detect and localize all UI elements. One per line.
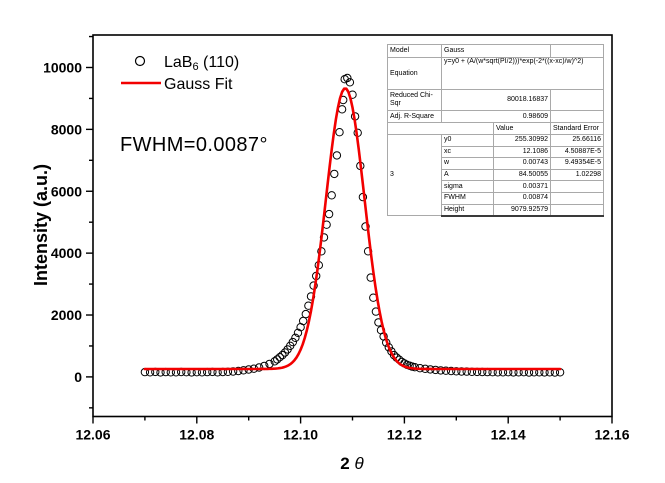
rsquare-value: 0.98609	[440, 110, 552, 123]
param-value: 0.00874	[492, 191, 552, 205]
theta-symbol: θ	[354, 454, 364, 473]
data-point	[273, 355, 282, 364]
param-stderr	[550, 180, 605, 193]
data-point	[361, 222, 370, 231]
data-point	[330, 169, 339, 179]
dataset-group-label: 3	[387, 133, 442, 217]
y-tick-label: 8000	[51, 121, 82, 137]
y-tick-label: 0	[74, 369, 82, 385]
equation-label: Equation	[387, 57, 442, 90]
param-name: Height	[441, 203, 494, 217]
model-value: Gauss	[440, 44, 552, 58]
data-point	[343, 73, 352, 83]
param-name: xc	[441, 145, 494, 159]
y-tick-label: 4000	[51, 245, 82, 261]
param-stderr: 1.02298	[550, 168, 605, 182]
empty-cell	[550, 44, 605, 58]
data-point	[441, 366, 451, 375]
data-point	[446, 366, 456, 376]
x-axis-title: 2 θ	[340, 454, 364, 473]
legend-scatter-label: LaB6 (110)	[164, 54, 239, 73]
param-stderr	[550, 191, 605, 205]
fwhm-annotation: FWHM=0.0087°	[120, 134, 268, 156]
data-point	[291, 333, 300, 342]
param-value: 12.1086	[492, 145, 552, 159]
fit-curve	[143, 87, 562, 371]
x-tick-label: 12.08	[179, 427, 214, 443]
data-point	[436, 366, 445, 375]
data-point	[452, 367, 461, 376]
param-value: 0.00743	[492, 157, 552, 170]
data-point	[270, 357, 279, 366]
legend-fit-label: Gauss Fit	[164, 76, 233, 93]
param-name: y0	[441, 134, 494, 147]
param-value: 9079.92579	[492, 203, 552, 217]
chisqr-value: 80018.16837	[440, 89, 552, 111]
axis-ticks	[86, 35, 613, 424]
legend: LaB6 (110) Gauss Fit	[121, 54, 239, 93]
param-stderr: 9.49354E-5	[550, 157, 605, 170]
data-point	[299, 316, 308, 326]
y-tick-label: 10000	[43, 59, 82, 75]
empty-cell	[550, 110, 605, 123]
param-value: 0.00371	[492, 180, 552, 193]
x-tick-label: 12.12	[387, 427, 422, 443]
empty-cell	[387, 122, 494, 135]
data-point	[293, 328, 303, 337]
param-name: FWHM	[441, 191, 494, 205]
x-axis-title-number: 2	[340, 454, 349, 473]
data-point	[301, 309, 310, 319]
x-tick-label: 12.10	[283, 427, 318, 443]
param-name: w	[441, 157, 494, 170]
param-name: A	[441, 168, 494, 182]
rsquare-label: Adj. R-Square	[387, 110, 442, 123]
data-point	[327, 191, 336, 200]
param-stderr: 25.66116	[550, 134, 605, 147]
gauss-fit-line	[143, 87, 562, 371]
param-value: 84.50055	[492, 168, 552, 182]
legend-scatter-marker	[134, 55, 146, 67]
x-tick-label: 12.16	[594, 427, 629, 443]
y-tick-label: 2000	[51, 307, 82, 323]
data-point	[254, 363, 264, 372]
empty-cell	[550, 89, 605, 111]
stderr-column-header: Standard Error	[550, 122, 605, 135]
value-column-header: Value	[492, 122, 552, 135]
y-tick-label: 6000	[51, 183, 82, 199]
fit-results-grid: Model Gauss Equation y=y0 + (A/(w*sqrt(PI/2…	[387, 44, 605, 217]
scatter-series-lab6	[140, 73, 565, 377]
data-point	[278, 350, 287, 360]
x-tick-labels: 12.06 12.08 12.10 12.12 12.14 12.16	[75, 427, 629, 443]
x-tick-label: 12.14	[491, 427, 526, 443]
chisqr-label: Reduced Chi-Sqr	[387, 89, 442, 111]
x-tick-label: 12.06	[75, 427, 110, 443]
data-point	[332, 151, 342, 160]
model-label: Model	[387, 44, 442, 58]
param-name: sigma	[441, 180, 494, 193]
data-point	[324, 209, 334, 219]
y-tick-labels: 0 2000 4000 6000 8000 10000	[43, 59, 82, 384]
data-point	[345, 78, 355, 87]
data-point	[288, 337, 297, 347]
data-point	[335, 128, 344, 137]
equation-value: y=y0 + (A/(w*sqrt(PI/2)))*exp(-2*((x-xc)…	[440, 57, 605, 90]
data-point	[234, 366, 243, 376]
fit-results-table: Model Gauss Equation y=y0 + (A/(w*sqrt(PI/2…	[387, 44, 605, 217]
param-stderr: 4.50887E-5	[550, 145, 605, 159]
y-axis-title: Intensity (a.u.)	[31, 164, 51, 286]
param-stderr	[550, 203, 605, 217]
data-point	[275, 353, 284, 362]
data-point	[337, 105, 347, 114]
param-value: 255.30992	[492, 134, 552, 147]
